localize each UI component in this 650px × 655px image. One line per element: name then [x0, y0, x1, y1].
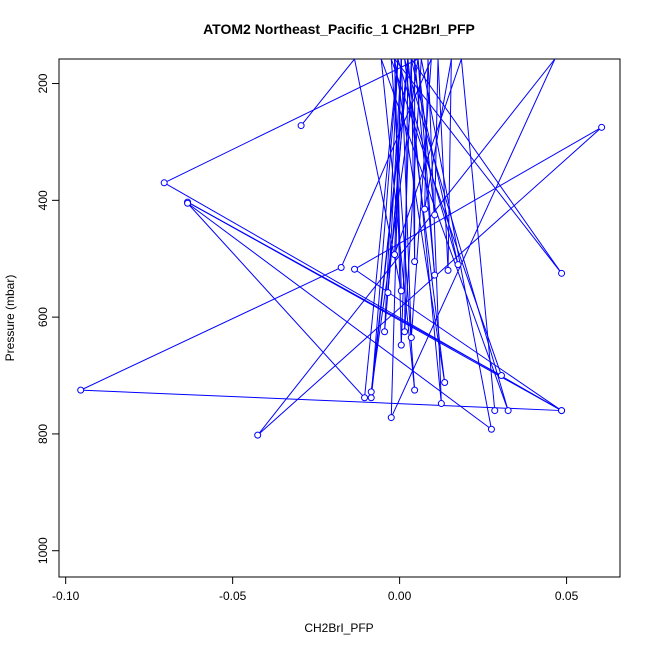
data-point: [431, 211, 439, 219]
y-axis-label: Pressure (mbar): [3, 275, 17, 362]
y-tick-label: 200: [36, 73, 50, 93]
series-segment: [420, 59, 492, 430]
series-segment: [380, 59, 509, 411]
series-segment: [394, 59, 402, 255]
x-axis-label: CH2BrI_PFP: [304, 621, 373, 635]
series-segment: [404, 59, 509, 411]
y-tick-label: 800: [36, 424, 50, 444]
data-point: [184, 199, 192, 207]
series-segment: [257, 126, 602, 436]
series-segment: [390, 59, 556, 418]
data-point: [437, 400, 445, 408]
x-tick-label: 0.05: [555, 589, 579, 603]
data-point: [598, 123, 606, 131]
data-point: [558, 407, 566, 415]
y-tick-label: 400: [36, 190, 50, 210]
series-segment: [80, 267, 342, 391]
data-point: [487, 425, 495, 433]
data-point: [441, 379, 449, 387]
series-segment: [370, 59, 399, 398]
series-segment: [447, 59, 452, 271]
data-point: [431, 271, 439, 279]
series-segment: [424, 59, 452, 210]
series-segment: [300, 59, 355, 126]
series-segment: [187, 202, 492, 430]
data-point: [337, 263, 345, 271]
data-point: [407, 334, 415, 342]
series-segment: [410, 59, 459, 265]
x-axis: -0.10 -0.05 0.00 0.05: [52, 576, 579, 603]
series-segment: [407, 59, 442, 404]
data-point: [401, 328, 409, 336]
y-tick-label: 1000: [36, 537, 50, 564]
y-axis: 200 400 600 800 1000: [36, 73, 60, 564]
x-tick-label: -0.10: [52, 589, 80, 603]
series-segment: [410, 59, 416, 262]
series-segment: [187, 201, 562, 411]
data-point: [497, 372, 505, 380]
series-segment: [417, 59, 436, 276]
data-point: [361, 394, 369, 402]
series-segment: [394, 59, 462, 255]
data-point: [381, 328, 389, 336]
data-point: [504, 407, 512, 415]
series-segment: [370, 59, 409, 392]
data-point: [454, 261, 462, 269]
data-point: [491, 407, 499, 415]
data-point: [367, 394, 375, 402]
series-segment: [257, 59, 556, 436]
series-segment: [80, 389, 562, 412]
data-point: [391, 251, 399, 259]
data-point: [397, 287, 405, 295]
series-segment: [400, 59, 412, 338]
series-segment: [163, 182, 562, 411]
data-point: [411, 386, 419, 394]
data-point: [444, 266, 452, 274]
data-point: [397, 341, 405, 349]
data-point: [351, 265, 359, 273]
series-segment: [397, 59, 459, 265]
data-point: [384, 289, 392, 297]
series-segment: [427, 59, 442, 404]
series-segment: [364, 59, 399, 398]
series-segment: [410, 59, 432, 338]
series-segment: [163, 59, 419, 184]
series-segment: [410, 59, 562, 274]
x-tick-label: 0.00: [388, 589, 412, 603]
data-point: [367, 388, 375, 396]
chart-title: ATOM2 Northeast_Pacific_1 CH2BrI_PFP: [203, 21, 475, 37]
series-segment: [370, 59, 419, 392]
data-point: [160, 179, 168, 187]
y-tick-label: 600: [36, 307, 50, 327]
data-layer: [77, 59, 606, 439]
data-point: [387, 414, 395, 422]
series-segment: [460, 59, 496, 411]
data-point: [297, 122, 305, 130]
data-point: [558, 269, 566, 277]
data-point: [411, 258, 419, 266]
data-point: [421, 205, 429, 213]
series-segment: [394, 59, 562, 274]
data-point: [254, 431, 262, 439]
series-segment: [340, 59, 432, 268]
series-segment: [387, 59, 402, 293]
series-segment: [437, 59, 449, 271]
data-point: [77, 386, 85, 394]
series-segment: [187, 202, 365, 399]
plot-frame: [58, 58, 621, 578]
x-tick-label: -0.05: [219, 589, 247, 603]
